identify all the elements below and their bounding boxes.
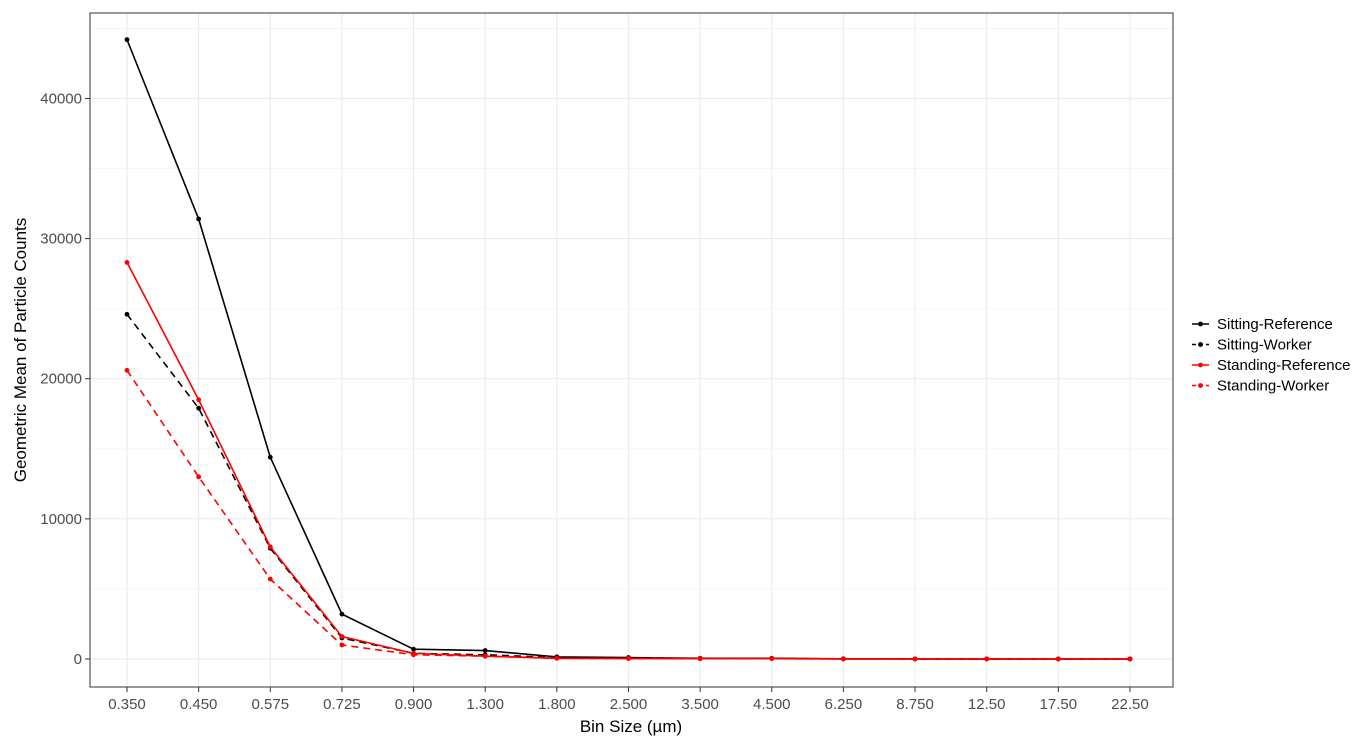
data-point <box>196 216 202 222</box>
data-point <box>124 37 130 43</box>
legend-item: Sitting-Worker <box>1192 337 1312 354</box>
data-point <box>769 656 775 662</box>
y-tick-label: 40000 <box>40 90 82 107</box>
x-axis-label: Bin Size (µm) <box>580 717 682 736</box>
x-tick-label: 4.500 <box>753 696 791 713</box>
legend-item: Standing-Worker <box>1192 378 1329 395</box>
data-point <box>1127 656 1133 662</box>
legend-key-point <box>1198 321 1203 327</box>
data-point <box>339 634 345 639</box>
grid-lines <box>90 13 1173 687</box>
x-tick-label: 1.800 <box>538 696 576 713</box>
data-point <box>697 656 703 662</box>
data-point <box>196 405 202 411</box>
data-point <box>984 656 990 662</box>
data-point <box>482 653 488 659</box>
x-tick-label: 22.50 <box>1111 696 1149 713</box>
y-axis-label: Geometric Mean of Particle Counts <box>11 218 30 483</box>
x-tick-label: 8.750 <box>896 696 934 713</box>
data-point <box>482 648 488 653</box>
data-point <box>124 311 130 317</box>
x-tick-label: 17.50 <box>1040 696 1078 713</box>
x-tick-label: 12.50 <box>968 696 1006 713</box>
data-point <box>841 656 846 662</box>
legend-item: Sitting-Reference <box>1192 316 1333 333</box>
x-tick-label: 1.300 <box>466 696 504 713</box>
x-tick-label: 0.450 <box>180 696 218 713</box>
legend-label: Standing-Worker <box>1217 378 1329 395</box>
x-tick-label: 0.725 <box>323 696 361 713</box>
data-point <box>124 367 130 373</box>
data-point <box>267 454 273 460</box>
data-point <box>411 652 416 658</box>
data-point <box>339 642 345 648</box>
y-tick-label: 20000 <box>40 371 82 388</box>
plot-panel-border <box>89 12 1174 688</box>
legend-label: Sitting-Worker <box>1217 337 1312 354</box>
x-tick-label: 2.500 <box>610 696 648 713</box>
data-point <box>626 656 631 661</box>
data-point <box>124 260 130 265</box>
y-tick-label: 30000 <box>40 231 82 248</box>
data-point <box>411 646 416 652</box>
data-point <box>339 611 345 617</box>
data-point <box>267 544 273 550</box>
data-point <box>554 655 560 661</box>
axes: 0 10000 20000 30000 40000 0.350 0.450 0.575 0.72… <box>40 90 1148 713</box>
x-tick-label: 3.500 <box>681 696 719 713</box>
series-lines <box>124 37 1133 662</box>
x-tick-label: 0.900 <box>395 696 433 713</box>
data-point <box>196 397 202 403</box>
x-tick-label: 0.575 <box>252 696 290 713</box>
legend-label: Standing-Reference <box>1217 357 1350 374</box>
data-point <box>1055 656 1061 662</box>
legend-key-point <box>1198 342 1203 347</box>
y-tick-label: 10000 <box>40 511 82 528</box>
legend-key-point <box>1198 362 1203 368</box>
legend: Sitting-Reference Sitting-Worker Standing-… <box>1192 316 1350 395</box>
legend-item: Standing-Reference <box>1192 357 1350 374</box>
x-tick-label: 6.250 <box>825 696 863 713</box>
data-point <box>912 656 918 662</box>
legend-label: Sitting-Reference <box>1217 316 1333 333</box>
x-tick-label: 0.350 <box>108 696 146 713</box>
data-point <box>267 576 273 582</box>
y-tick-label: 0 <box>74 651 82 668</box>
data-point <box>196 474 202 480</box>
legend-key-point <box>1198 383 1203 388</box>
